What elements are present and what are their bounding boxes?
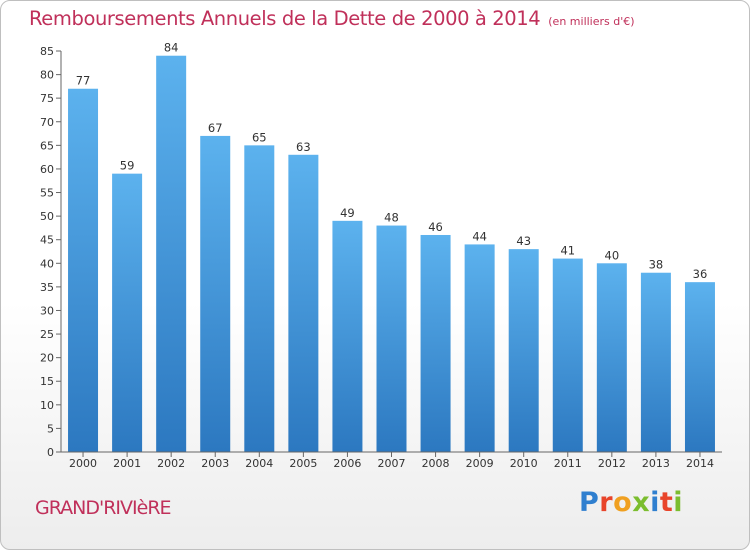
x-tick-label-2000: 2000 bbox=[69, 457, 97, 470]
y-tick-label: 20 bbox=[40, 352, 54, 365]
bar-2005 bbox=[288, 154, 319, 452]
bar-2002 bbox=[156, 55, 187, 452]
y-tick-label: 50 bbox=[40, 210, 54, 223]
y-tick-label: 55 bbox=[40, 187, 54, 200]
y-tick-label: 35 bbox=[40, 281, 54, 294]
bar-2009 bbox=[464, 244, 495, 452]
x-tick-label-2009: 2009 bbox=[466, 457, 494, 470]
data-label-2012: 40 bbox=[605, 248, 620, 262]
bar-2001 bbox=[112, 173, 143, 453]
x-axis: 2000 2001 2002 2003 2004 2005 2006 2007 2008 2009… bbox=[61, 451, 722, 470]
logo-letter: x bbox=[632, 487, 651, 518]
data-label-2009: 44 bbox=[472, 229, 487, 243]
bar-2011 bbox=[552, 258, 583, 452]
data-label-2005: 63 bbox=[296, 140, 311, 154]
data-label-2003: 67 bbox=[208, 121, 223, 135]
bar-2007 bbox=[376, 225, 407, 452]
chart-title: Remboursements Annuels de la Dette de 20… bbox=[29, 7, 635, 30]
bar-2010 bbox=[508, 249, 539, 452]
bar-2008 bbox=[420, 234, 451, 452]
proxiti-logo: Proxiti bbox=[579, 487, 683, 518]
bar-2012 bbox=[596, 263, 627, 452]
bar-2006 bbox=[332, 220, 363, 452]
bar-2014 bbox=[684, 282, 715, 452]
y-tick-label: 60 bbox=[40, 163, 54, 176]
chart-title-text: Remboursements Annuels de la Dette de 20… bbox=[29, 7, 541, 30]
x-tick-label-2001: 2001 bbox=[113, 457, 141, 470]
data-label-2007: 48 bbox=[384, 211, 399, 225]
commune-name: GRAND'RIVIèRE bbox=[35, 497, 172, 519]
data-label-2002: 84 bbox=[164, 41, 179, 55]
y-tick-label: 25 bbox=[40, 328, 54, 341]
x-tick-label-2007: 2007 bbox=[378, 457, 406, 470]
y-tick-label: 30 bbox=[40, 304, 54, 317]
logo-letter: i bbox=[650, 487, 660, 518]
y-tick-label: 45 bbox=[40, 234, 54, 247]
data-label-2004: 65 bbox=[252, 130, 267, 144]
bar-2004 bbox=[244, 145, 275, 452]
y-tick-label: 85 bbox=[40, 45, 54, 58]
y-axis: 0 5 10 15 20 25 30 35 40 45 50 55 60 65 70 75 80 85 bbox=[40, 45, 62, 459]
logo-letter: r bbox=[599, 487, 614, 518]
bar-2003 bbox=[200, 135, 231, 452]
y-tick-label: 5 bbox=[47, 422, 54, 435]
x-tick-label-2008: 2008 bbox=[422, 457, 450, 470]
data-label-2000: 77 bbox=[76, 74, 91, 88]
y-tick-label: 65 bbox=[40, 139, 54, 152]
x-tick-label-2010: 2010 bbox=[510, 457, 538, 470]
logo-letter: i bbox=[673, 487, 684, 518]
y-tick-label: 15 bbox=[40, 375, 54, 388]
y-tick-label: 10 bbox=[40, 399, 54, 412]
y-tick-label: 70 bbox=[40, 116, 54, 129]
x-tick-label-2011: 2011 bbox=[554, 457, 582, 470]
chart-unit-note: (en milliers d'€) bbox=[548, 15, 635, 28]
x-tick-label-2014: 2014 bbox=[686, 457, 714, 470]
data-label-2014: 36 bbox=[693, 267, 708, 281]
data-label-2001: 59 bbox=[120, 159, 135, 173]
data-label-2010: 43 bbox=[516, 234, 531, 248]
data-label-2008: 46 bbox=[428, 220, 443, 234]
x-tick-label-2006: 2006 bbox=[333, 457, 361, 470]
y-tick-label: 75 bbox=[40, 92, 54, 105]
y-tick-label: 40 bbox=[40, 257, 54, 270]
bar-2013 bbox=[640, 272, 671, 452]
x-tick-label-2012: 2012 bbox=[598, 457, 626, 470]
x-tick-label-2003: 2003 bbox=[201, 457, 229, 470]
x-tick-label-2013: 2013 bbox=[642, 457, 670, 470]
bar-series: 77 59 84 67 65 63 49 48 46 44 43 41 40 38 36 bbox=[68, 41, 715, 453]
y-tick-label: 0 bbox=[47, 446, 54, 459]
bar-2000 bbox=[68, 88, 99, 452]
x-tick-label-2004: 2004 bbox=[245, 457, 273, 470]
data-label-2006: 49 bbox=[340, 206, 355, 220]
y-tick-label: 80 bbox=[40, 69, 54, 82]
logo-letter: P bbox=[579, 487, 600, 518]
logo-letter: t bbox=[659, 487, 674, 518]
data-label-2013: 38 bbox=[649, 258, 664, 272]
logo-letter: o bbox=[613, 487, 633, 518]
data-label-2011: 41 bbox=[560, 244, 575, 258]
x-tick-label-2005: 2005 bbox=[289, 457, 317, 470]
x-tick-label-2002: 2002 bbox=[157, 457, 185, 470]
